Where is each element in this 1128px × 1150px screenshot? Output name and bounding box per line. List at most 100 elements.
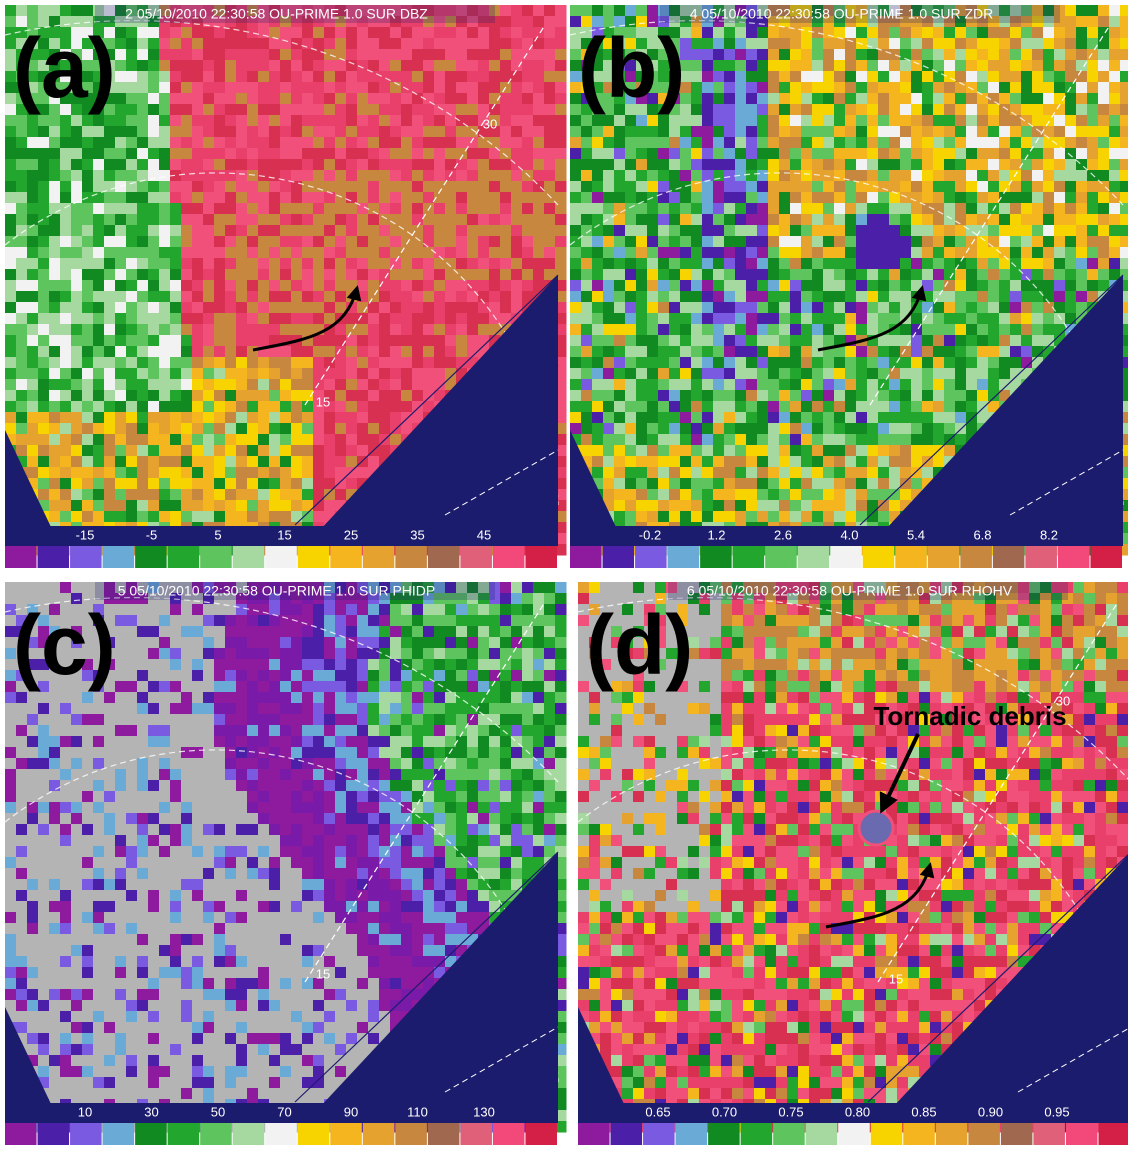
radar-cell (148, 192, 160, 204)
radar-cell (71, 511, 83, 523)
radar-cell (801, 500, 813, 512)
radar-cell (757, 390, 769, 402)
radar-cell (592, 225, 604, 237)
radar-cell (522, 49, 534, 61)
radar-cell (137, 313, 149, 325)
radar-cell (412, 368, 424, 380)
radar-cell (126, 115, 138, 127)
radar-cell (203, 236, 215, 248)
radar-cell (390, 412, 402, 424)
radar-cell (390, 313, 402, 325)
radar-cell (379, 291, 391, 303)
radar-cell (214, 379, 226, 391)
radar-cell (27, 192, 39, 204)
radar-cell (779, 225, 791, 237)
radar-cell (170, 434, 182, 446)
radar-cell (357, 456, 369, 468)
radar-cell (746, 247, 758, 259)
radar-cell (658, 236, 670, 248)
radar-cell (691, 412, 703, 424)
radar-cell (768, 225, 780, 237)
radar-cell (170, 269, 182, 281)
radar-cell (1054, 60, 1066, 72)
scale-label: 25 (344, 527, 358, 542)
radar-cell (170, 192, 182, 204)
radar-cell (1065, 104, 1077, 116)
radar-cell (368, 137, 380, 149)
radar-cell (302, 368, 314, 380)
radar-cell (346, 467, 358, 479)
radar-cell (357, 27, 369, 39)
radar-cell (1120, 115, 1128, 127)
radar-cell (60, 401, 72, 413)
radar-cell (137, 60, 149, 72)
radar-cell (680, 346, 692, 358)
radar-cell (137, 93, 149, 105)
radar-cell (192, 203, 204, 215)
color-swatch (168, 546, 200, 568)
radar-cell (790, 412, 802, 424)
radar-cell (181, 258, 193, 270)
radar-cell (291, 423, 303, 435)
radar-cell (511, 115, 523, 127)
radar-cell (856, 269, 868, 281)
radar-cell (159, 269, 171, 281)
radar-cell (790, 390, 802, 402)
radar-cell (724, 445, 736, 457)
radar-cell (544, 192, 556, 204)
radar-cell (581, 269, 593, 281)
radar-cell (570, 280, 582, 292)
radar-cell (225, 412, 237, 424)
radar-cell (933, 313, 945, 325)
color-swatch (265, 546, 297, 568)
radar-cell (834, 38, 846, 50)
radar-cell (126, 148, 138, 160)
radar-cell (137, 390, 149, 402)
radar-cell (203, 489, 215, 501)
radar-cell (592, 137, 604, 149)
radar-cell (456, 170, 468, 182)
radar-cell (603, 390, 615, 402)
radar-cell (1109, 71, 1121, 83)
radar-cell (27, 5, 39, 17)
radar-cell (702, 93, 714, 105)
radar-cell (170, 379, 182, 391)
radar-cell (922, 104, 934, 116)
radar-cell (779, 60, 791, 72)
radar-cell (335, 115, 347, 127)
radar-cell (302, 247, 314, 259)
radar-cell (357, 126, 369, 138)
radar-cell (1109, 192, 1121, 204)
radar-cell (735, 478, 747, 490)
radar-cell (647, 126, 659, 138)
radar-cell (757, 379, 769, 391)
radar-cell (225, 71, 237, 83)
radar-cell (203, 104, 215, 116)
radar-cell (1021, 159, 1033, 171)
radar-cell (691, 82, 703, 94)
radar-cell (247, 489, 259, 501)
radar-cell (236, 181, 248, 193)
radar-cell (845, 500, 857, 512)
radar-cell (335, 335, 347, 347)
radar-cell (115, 291, 127, 303)
radar-cell (555, 159, 567, 171)
radar-cell (691, 27, 703, 39)
radar-cell (1021, 192, 1033, 204)
radar-cell (1109, 247, 1121, 259)
radar-cell (302, 302, 314, 314)
radar-cell (500, 148, 512, 160)
radar-cell (203, 456, 215, 468)
radar-cell (137, 104, 149, 116)
radar-cell (1120, 159, 1128, 171)
radar-cell (614, 280, 626, 292)
radar-cell (489, 38, 501, 50)
radar-cell (658, 368, 670, 380)
radar-cell (126, 203, 138, 215)
radar-cell (126, 104, 138, 116)
radar-cell (845, 214, 857, 226)
radar-cell (801, 82, 813, 94)
radar-cell (911, 27, 923, 39)
radar-cell (445, 170, 457, 182)
radar-cell (944, 60, 956, 72)
